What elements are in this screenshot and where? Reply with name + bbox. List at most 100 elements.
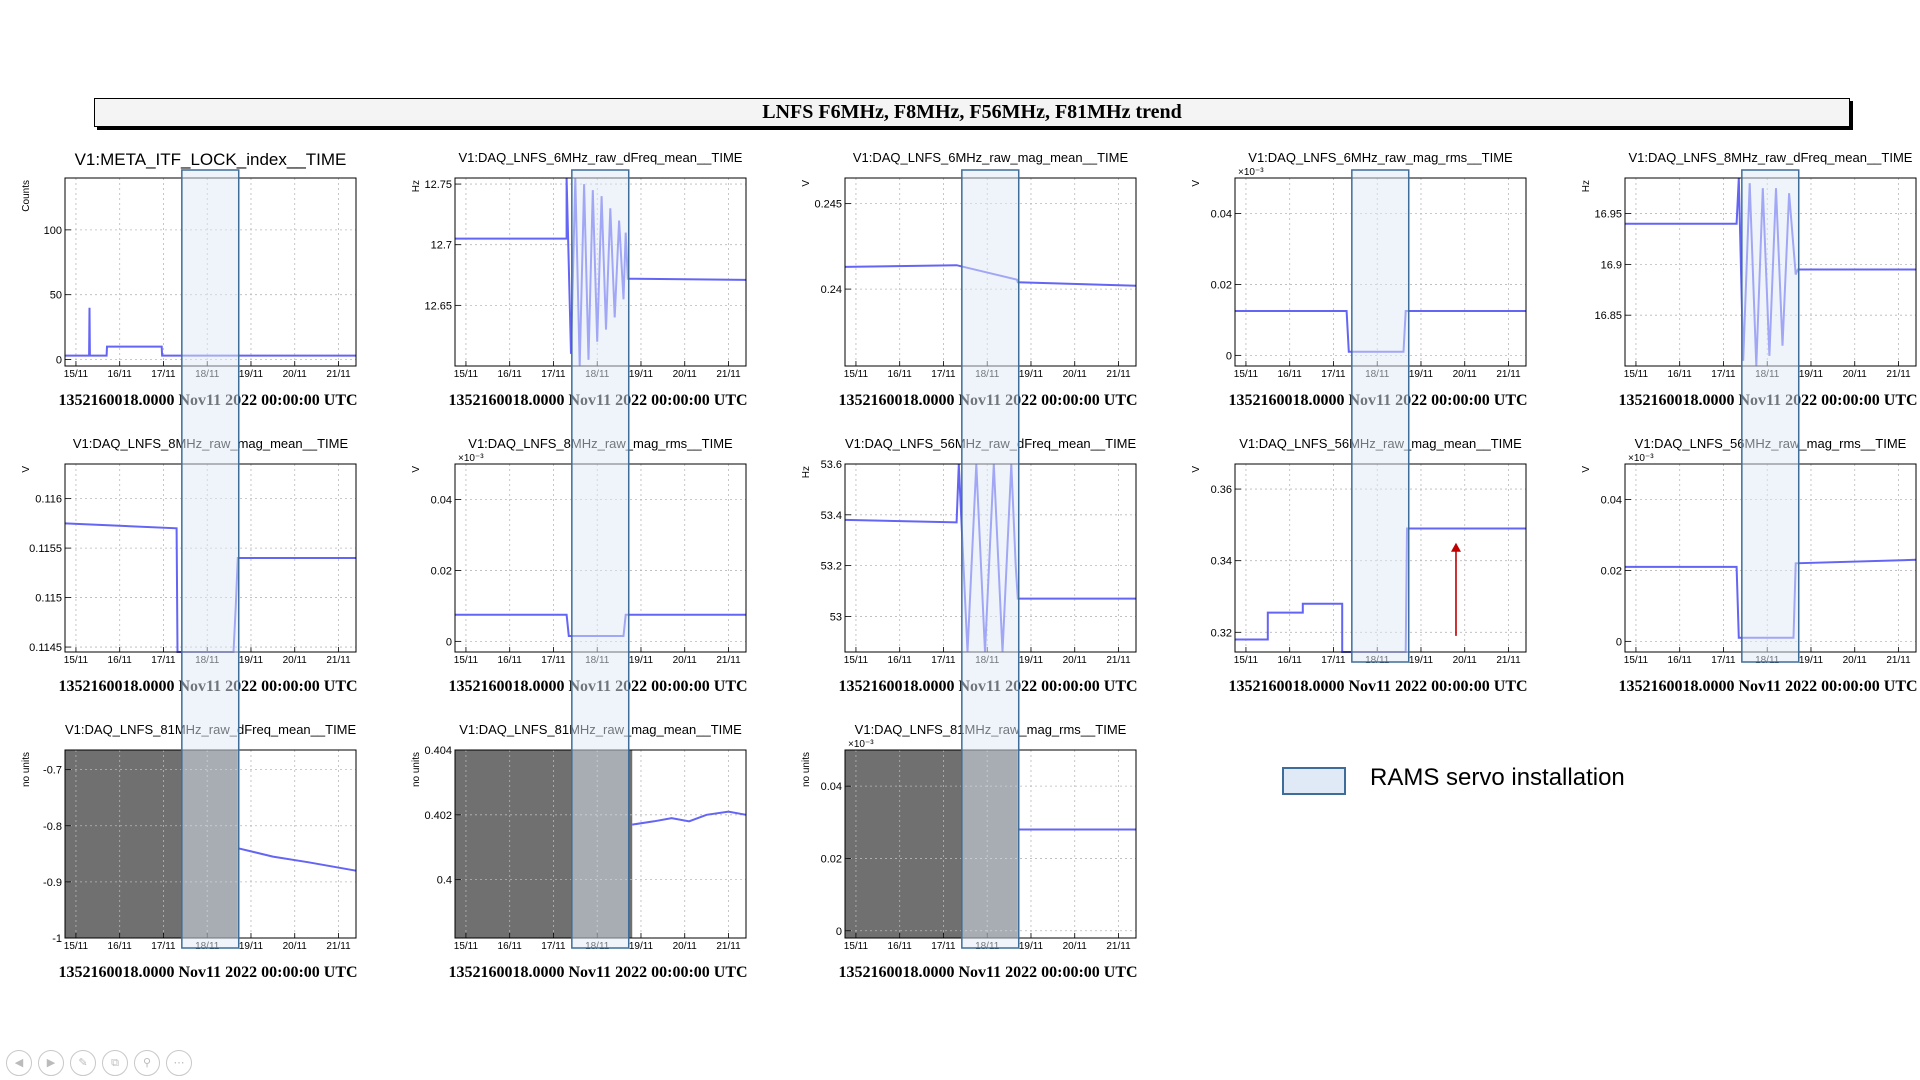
- x-tick-label: 16/11: [1668, 369, 1693, 380]
- y-tick-label: 0.402: [424, 810, 452, 822]
- panel-timestamp: 1352160018.0000 Nov11 2022 00:00:00 UTC: [58, 964, 358, 981]
- y-axis-label: Hz: [1581, 180, 1592, 192]
- x-tick-label: 16/11: [888, 941, 913, 952]
- x-tick-label: 17/11: [1321, 369, 1346, 380]
- x-tick-label: 17/11: [541, 369, 566, 380]
- x-tick-label: 16/11: [1278, 369, 1303, 380]
- x-tick-label: 16/11: [498, 655, 523, 666]
- y-tick-label: 0.24: [821, 284, 842, 296]
- x-tick-label: 21/11: [1886, 369, 1911, 380]
- y-axis-label: no units: [411, 752, 422, 787]
- previous-icon[interactable]: ◀: [6, 1050, 32, 1076]
- y-tick-label: 0.115: [35, 593, 62, 605]
- x-tick-label: 20/11: [1063, 941, 1088, 952]
- x-tick-label: 20/11: [1843, 369, 1868, 380]
- y-tick-label: 0.32: [1211, 627, 1232, 639]
- x-tick-label: 19/11: [239, 941, 264, 952]
- y-tick-label: 0.1155: [29, 543, 62, 555]
- x-tick-label: 19/11: [1019, 369, 1044, 380]
- y-tick-label: 0: [836, 926, 842, 938]
- x-tick-label: 21/11: [1106, 655, 1131, 666]
- y-tick-label: 0: [1616, 636, 1622, 648]
- y-axis-label: V: [411, 466, 422, 473]
- x-tick-label: 20/11: [1843, 655, 1868, 666]
- y-tick-label: 0: [446, 636, 452, 648]
- x-tick-label: 17/11: [1321, 655, 1346, 666]
- x-tick-label: 16/11: [1278, 655, 1303, 666]
- y-tick-label: 53.4: [821, 510, 842, 522]
- y-tick-label: 0.04: [431, 494, 452, 506]
- copy-icon[interactable]: ⧉: [102, 1050, 128, 1076]
- x-tick-label: 15/11: [454, 369, 479, 380]
- y-axis-label: V: [1191, 180, 1202, 187]
- data-series: [237, 847, 357, 872]
- x-tick-label: 19/11: [1019, 655, 1044, 666]
- y-tick-label: 12.75: [424, 179, 452, 191]
- zoom-icon[interactable]: ⚲: [134, 1050, 160, 1076]
- x-tick-label: 21/11: [326, 655, 351, 666]
- x-tick-label: 16/11: [108, 369, 133, 380]
- y-tick-label: -0.7: [43, 765, 62, 777]
- y-tick-label: 0.245: [814, 199, 842, 211]
- pen-icon[interactable]: ✎: [70, 1050, 96, 1076]
- trend-plot: 15/1116/1117/1118/1119/1120/1121/1100.02…: [411, 453, 747, 666]
- x-tick-label: 15/11: [1624, 369, 1649, 380]
- y-tick-label: 16.95: [1594, 209, 1622, 221]
- y-tick-label: 0.04: [1211, 208, 1232, 220]
- y-tick-label: 16.85: [1594, 310, 1622, 322]
- x-tick-label: 21/11: [1106, 369, 1131, 380]
- slide-title-banner: LNFS F6MHz, F8MHz, F56MHz, F81MHz trend: [94, 98, 1850, 127]
- y-tick-label: 0.02: [431, 565, 452, 577]
- x-tick-label: 19/11: [239, 369, 264, 380]
- y-multiplier: ×10⁻³: [1628, 453, 1654, 464]
- x-tick-label: 21/11: [326, 369, 351, 380]
- x-tick-label: 21/11: [326, 941, 351, 952]
- x-tick-label: 15/11: [1234, 369, 1259, 380]
- x-tick-label: 21/11: [1886, 655, 1911, 666]
- annotation-arrowhead: [1450, 542, 1461, 552]
- y-axis-label: V: [1581, 466, 1592, 473]
- x-tick-label: 20/11: [673, 655, 698, 666]
- panel-timestamp: 1352160018.0000 Nov11 2022 00:00:00 UTC: [1618, 678, 1918, 695]
- panel-timestamp: 1352160018.0000 Nov11 2022 00:00:00 UTC: [838, 964, 1138, 981]
- panel-title: V1:DAQ_LNFS_8MHz_raw_dFreq_mean__TIME: [1628, 150, 1913, 165]
- legend-swatch: [1282, 767, 1346, 795]
- x-tick-label: 21/11: [716, 369, 741, 380]
- x-tick-label: 15/11: [1624, 655, 1649, 666]
- x-tick-label: 21/11: [716, 941, 741, 952]
- data-series: [65, 307, 356, 357]
- next-icon[interactable]: ▶: [38, 1050, 64, 1076]
- x-tick-label: 15/11: [844, 655, 869, 666]
- y-axis-label: no units: [21, 752, 32, 787]
- y-axis-label: Hz: [411, 180, 422, 192]
- x-tick-label: 19/11: [629, 655, 654, 666]
- y-tick-label: -0.9: [43, 877, 62, 889]
- y-tick-label: 0.36: [1211, 484, 1232, 496]
- y-tick-label: 0: [56, 355, 62, 367]
- x-tick-label: 17/11: [151, 369, 176, 380]
- x-tick-label: 19/11: [239, 655, 264, 666]
- x-tick-label: 21/11: [1496, 655, 1521, 666]
- x-tick-label: 17/11: [541, 655, 566, 666]
- x-tick-label: 15/11: [454, 655, 479, 666]
- x-tick-label: 17/11: [151, 655, 176, 666]
- rams-servo-window: [961, 169, 1020, 949]
- x-tick-label: 15/11: [64, 941, 89, 952]
- more-icon[interactable]: ⋯: [166, 1050, 192, 1076]
- slideshow-toolbar: ◀ ▶ ✎ ⧉ ⚲ ⋯: [6, 1050, 192, 1078]
- y-tick-label: 0: [1226, 350, 1232, 362]
- y-tick-label: 0.404: [424, 745, 452, 757]
- x-tick-label: 16/11: [888, 369, 913, 380]
- x-tick-label: 17/11: [151, 941, 176, 952]
- x-tick-label: 19/11: [629, 369, 654, 380]
- y-axis-label: Counts: [21, 180, 32, 212]
- y-tick-label: 12.7: [431, 240, 452, 252]
- y-tick-label: -1: [52, 933, 62, 945]
- y-tick-label: 0.34: [1211, 556, 1232, 568]
- y-tick-label: 0.116: [35, 494, 62, 506]
- y-tick-label: 0.1145: [29, 642, 62, 654]
- x-tick-label: 20/11: [1063, 369, 1088, 380]
- x-tick-label: 17/11: [931, 655, 956, 666]
- y-tick-label: 16.9: [1601, 259, 1622, 271]
- y-axis-label: V: [21, 466, 32, 473]
